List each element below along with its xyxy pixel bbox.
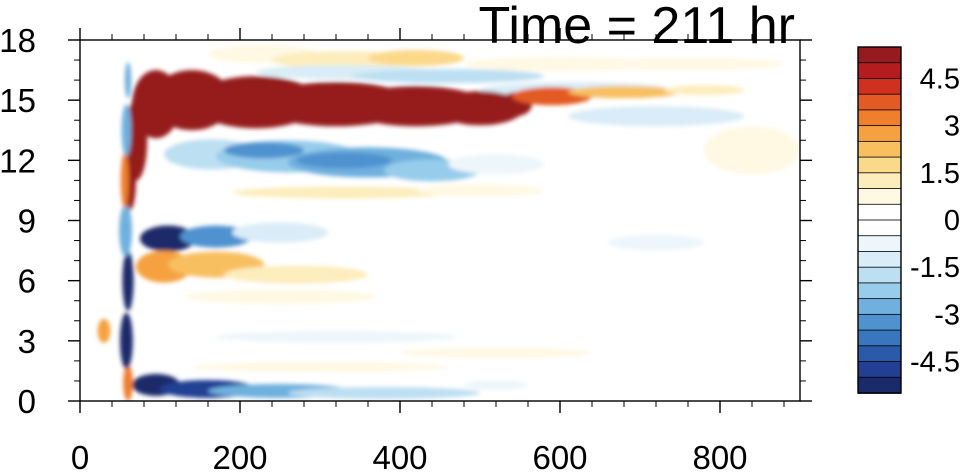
field-cell [368, 50, 464, 67]
weak-mid-bands [184, 234, 704, 372]
field-cell [288, 386, 480, 399]
colorbar-box [857, 125, 902, 143]
field-cell [352, 69, 544, 84]
y-tick-label: 6 [18, 263, 36, 300]
colorbar-label: 3 [944, 111, 960, 143]
field-cell [124, 62, 132, 99]
field-cell [224, 142, 304, 159]
colorbar-box [857, 93, 902, 111]
x-tick-label: 800 [692, 439, 747, 473]
field-cell [704, 126, 800, 175]
colorbar: 4.5 3 1.5 0 -1.5 -3 -4.5 [857, 46, 960, 394]
field-cell [97, 318, 111, 343]
colorbar-box [857, 46, 902, 64]
x-tick-label: 0 [71, 439, 89, 473]
colorbar-box [857, 361, 902, 379]
field-cell [192, 361, 448, 372]
colorbar-box [857, 298, 902, 316]
field-cell [568, 106, 744, 127]
colorbar-box [857, 376, 902, 394]
colorbar-label: 0 [944, 205, 960, 237]
x-tick-label: 200 [212, 439, 267, 473]
colorbar-box [857, 62, 902, 80]
field-cell [123, 364, 133, 401]
colorbar-box [857, 78, 902, 95]
colorbar-box [857, 140, 902, 158]
field-cell [121, 104, 132, 157]
negative-band-12 [164, 139, 544, 182]
colorbar-box [857, 172, 902, 190]
field-cell [232, 222, 328, 243]
field-cell [664, 85, 744, 96]
surface-negative [132, 373, 528, 399]
upper-pale-positive [208, 45, 784, 72]
y-tick-label: 18 [0, 22, 36, 59]
field-cell [296, 152, 392, 169]
colorbar-box [857, 266, 902, 284]
chart-title: Time = 211 hr [479, 0, 795, 55]
colorbar-box [857, 188, 902, 206]
colorbar-label: -1.5 [910, 252, 960, 284]
colorbar-label: -4.5 [910, 347, 960, 379]
field-cell [592, 58, 784, 71]
y-tick-label: 9 [18, 203, 36, 240]
field-cell [120, 312, 133, 369]
field-cell [119, 204, 132, 257]
x-tick-label: 600 [532, 439, 587, 473]
colorbar-label: 1.5 [920, 158, 960, 190]
y-tick-label: 0 [18, 383, 36, 420]
colorbar-box [857, 329, 902, 347]
axes: 0 200 400 600 800 0 3 6 9 12 15 18 [0, 22, 812, 473]
positive-spot-6 [136, 250, 368, 284]
colorbar-label: 4.5 [920, 63, 960, 95]
field-cell [224, 265, 368, 284]
field-cell [464, 379, 528, 390]
colorbar-box [857, 251, 902, 268]
field-cell [232, 186, 456, 199]
colorbar-box [857, 235, 902, 253]
colorbar-frame [857, 46, 902, 394]
field-cell [216, 330, 456, 343]
colorbar-label: -3 [934, 299, 960, 331]
field-cell [120, 152, 129, 209]
vertical-dipole [97, 62, 134, 401]
colorbar-box [857, 109, 902, 127]
x-tick-label: 400 [372, 439, 427, 473]
field-cell [122, 250, 134, 311]
field-cell [464, 57, 656, 72]
field-cell [416, 184, 544, 197]
colorbar-box [857, 219, 902, 237]
field-cell [568, 86, 680, 99]
field-cell [448, 154, 544, 175]
field-cell [184, 289, 376, 304]
field-cell [140, 225, 196, 252]
colorbar-box [857, 282, 902, 300]
field-cell [608, 234, 704, 251]
colorbar-box [857, 156, 902, 174]
negative-spot-8 [140, 222, 328, 252]
colorbar-box [857, 203, 902, 221]
colorbar-box [857, 313, 902, 331]
y-tick-label: 3 [18, 323, 36, 360]
positive-band-15 [132, 70, 744, 139]
y-tick-label: 15 [0, 82, 36, 119]
positive-line-10 [232, 184, 544, 199]
heatmap-field [97, 45, 800, 401]
colorbar-box [857, 345, 902, 363]
y-tick-label: 12 [0, 142, 36, 179]
field-cell [400, 347, 592, 358]
